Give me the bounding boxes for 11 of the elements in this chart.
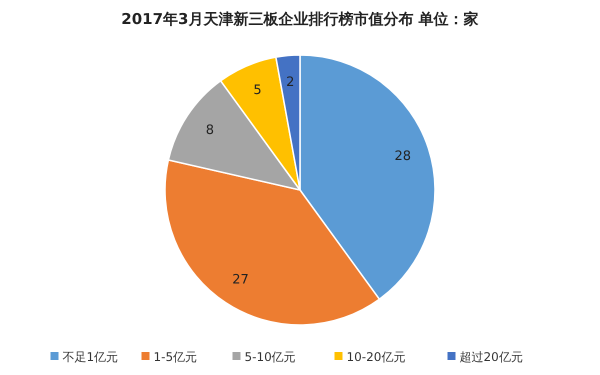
legend-label: 1-5亿元 — [154, 350, 198, 364]
data-label: 8 — [206, 123, 214, 138]
data-label: 28 — [394, 149, 411, 164]
legend-label: 超过20亿元 — [460, 350, 523, 364]
data-label: 2 — [286, 74, 294, 90]
legend-label: 5-10亿元 — [244, 350, 296, 364]
data-label: 27 — [232, 272, 249, 288]
legend-label: 10-20亿元 — [346, 350, 406, 364]
chart-title: 2017年3月天津新三板企业排行榜市值分布 单位：家 — [121, 10, 479, 28]
legend-label: 不足1亿元 — [62, 350, 118, 364]
data-label: 5 — [253, 83, 262, 98]
